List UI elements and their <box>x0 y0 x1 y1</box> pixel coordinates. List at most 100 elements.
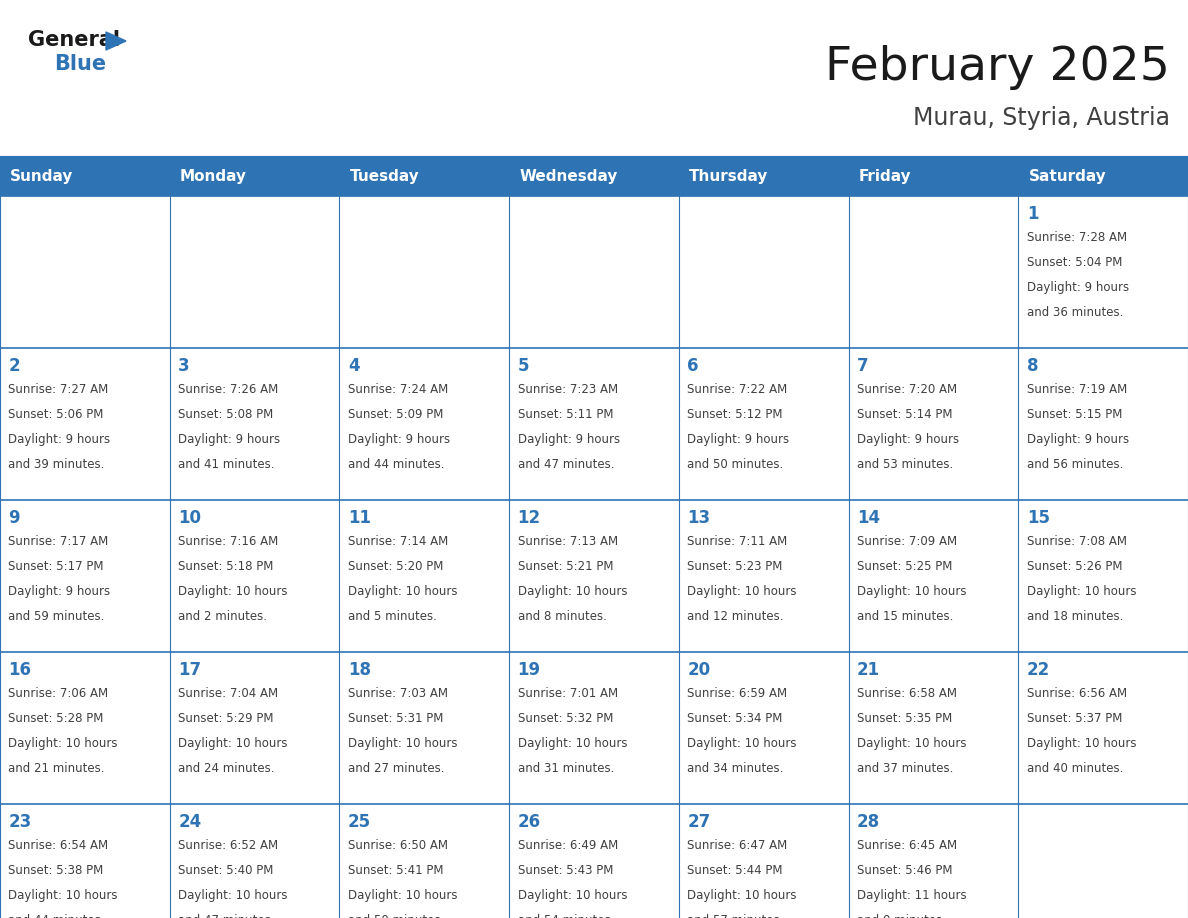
Text: Daylight: 11 hours: Daylight: 11 hours <box>857 890 967 902</box>
Bar <box>1018 348 1188 500</box>
Text: and 37 minutes.: and 37 minutes. <box>857 762 954 775</box>
Text: 28: 28 <box>857 813 880 831</box>
Text: Sunrise: 6:45 AM: Sunrise: 6:45 AM <box>857 839 958 852</box>
Bar <box>848 158 1018 196</box>
Text: and 2 minutes.: and 2 minutes. <box>178 610 267 623</box>
Text: Sunset: 5:32 PM: Sunset: 5:32 PM <box>518 712 613 725</box>
Text: Sunset: 5:06 PM: Sunset: 5:06 PM <box>8 408 103 421</box>
Text: and 44 minutes.: and 44 minutes. <box>348 458 444 471</box>
Bar <box>510 348 678 500</box>
Text: 21: 21 <box>857 661 880 679</box>
Text: and 31 minutes.: and 31 minutes. <box>518 762 614 775</box>
Text: Sunset: 5:08 PM: Sunset: 5:08 PM <box>178 408 273 421</box>
Text: Sunset: 5:41 PM: Sunset: 5:41 PM <box>348 864 443 877</box>
Text: Sunrise: 6:58 AM: Sunrise: 6:58 AM <box>857 687 958 700</box>
Text: Sunrise: 6:50 AM: Sunrise: 6:50 AM <box>348 839 448 852</box>
Text: Sunrise: 7:08 AM: Sunrise: 7:08 AM <box>1026 535 1126 548</box>
Text: 24: 24 <box>178 813 202 831</box>
Text: Sunrise: 6:47 AM: Sunrise: 6:47 AM <box>688 839 788 852</box>
Bar <box>848 500 1018 652</box>
Text: and 47 minutes.: and 47 minutes. <box>518 458 614 471</box>
Text: Sunrise: 7:01 AM: Sunrise: 7:01 AM <box>518 687 618 700</box>
Text: Daylight: 10 hours: Daylight: 10 hours <box>688 585 797 599</box>
Bar <box>1018 196 1188 348</box>
Text: February 2025: February 2025 <box>826 46 1170 91</box>
Text: 15: 15 <box>1026 509 1050 527</box>
Text: 18: 18 <box>348 661 371 679</box>
Text: Daylight: 10 hours: Daylight: 10 hours <box>857 737 967 750</box>
Text: 6: 6 <box>688 357 699 375</box>
Text: and 57 minutes.: and 57 minutes. <box>688 914 784 918</box>
Polygon shape <box>106 32 126 50</box>
Text: and 21 minutes.: and 21 minutes. <box>8 762 105 775</box>
Text: Daylight: 10 hours: Daylight: 10 hours <box>518 585 627 599</box>
Text: Daylight: 10 hours: Daylight: 10 hours <box>1026 585 1136 599</box>
Bar <box>1018 158 1188 196</box>
Text: Daylight: 10 hours: Daylight: 10 hours <box>348 585 457 599</box>
Text: Daylight: 10 hours: Daylight: 10 hours <box>688 737 797 750</box>
Text: Sunset: 5:15 PM: Sunset: 5:15 PM <box>1026 408 1123 421</box>
Text: Sunrise: 6:56 AM: Sunrise: 6:56 AM <box>1026 687 1127 700</box>
Text: and 5 minutes.: and 5 minutes. <box>348 610 437 623</box>
Text: Saturday: Saturday <box>1029 170 1106 185</box>
Text: 17: 17 <box>178 661 201 679</box>
Text: Sunrise: 6:49 AM: Sunrise: 6:49 AM <box>518 839 618 852</box>
Text: Daylight: 10 hours: Daylight: 10 hours <box>8 737 118 750</box>
Text: Sunrise: 7:28 AM: Sunrise: 7:28 AM <box>1026 231 1127 244</box>
Bar <box>340 348 510 500</box>
Text: Sunset: 5:21 PM: Sunset: 5:21 PM <box>518 560 613 573</box>
Text: and 15 minutes.: and 15 minutes. <box>857 610 954 623</box>
Text: 8: 8 <box>1026 357 1038 375</box>
Text: and 24 minutes.: and 24 minutes. <box>178 762 274 775</box>
Text: Sunrise: 7:23 AM: Sunrise: 7:23 AM <box>518 383 618 396</box>
Bar <box>170 158 340 196</box>
Text: Daylight: 10 hours: Daylight: 10 hours <box>348 890 457 902</box>
Text: Blue: Blue <box>53 54 106 74</box>
Text: Sunrise: 7:11 AM: Sunrise: 7:11 AM <box>688 535 788 548</box>
Text: Daylight: 10 hours: Daylight: 10 hours <box>518 890 627 902</box>
Text: 16: 16 <box>8 661 32 679</box>
Text: 20: 20 <box>688 661 710 679</box>
Bar <box>510 196 678 348</box>
Text: Sunset: 5:43 PM: Sunset: 5:43 PM <box>518 864 613 877</box>
Bar <box>170 652 340 804</box>
Text: Sunrise: 7:22 AM: Sunrise: 7:22 AM <box>688 383 788 396</box>
Text: Daylight: 9 hours: Daylight: 9 hours <box>348 433 450 446</box>
Text: and 41 minutes.: and 41 minutes. <box>178 458 274 471</box>
Text: Friday: Friday <box>859 170 911 185</box>
Bar <box>510 500 678 652</box>
Bar <box>340 804 510 918</box>
Text: Sunrise: 7:19 AM: Sunrise: 7:19 AM <box>1026 383 1127 396</box>
Text: Sunset: 5:37 PM: Sunset: 5:37 PM <box>1026 712 1123 725</box>
Text: Daylight: 9 hours: Daylight: 9 hours <box>178 433 280 446</box>
Text: Sunset: 5:18 PM: Sunset: 5:18 PM <box>178 560 273 573</box>
Text: Sunrise: 7:03 AM: Sunrise: 7:03 AM <box>348 687 448 700</box>
Text: and 0 minutes.: and 0 minutes. <box>857 914 946 918</box>
Text: 14: 14 <box>857 509 880 527</box>
Text: 25: 25 <box>348 813 371 831</box>
Text: and 59 minutes.: and 59 minutes. <box>8 610 105 623</box>
Bar <box>1018 500 1188 652</box>
Text: Sunrise: 7:06 AM: Sunrise: 7:06 AM <box>8 687 108 700</box>
Text: Daylight: 9 hours: Daylight: 9 hours <box>1026 433 1129 446</box>
Bar <box>678 158 848 196</box>
Text: 26: 26 <box>518 813 541 831</box>
Text: Sunset: 5:25 PM: Sunset: 5:25 PM <box>857 560 953 573</box>
Text: and 50 minutes.: and 50 minutes. <box>688 458 784 471</box>
Text: and 44 minutes.: and 44 minutes. <box>8 914 105 918</box>
Bar <box>0 804 170 918</box>
Text: Daylight: 9 hours: Daylight: 9 hours <box>1026 281 1129 294</box>
Text: and 27 minutes.: and 27 minutes. <box>348 762 444 775</box>
Text: Sunset: 5:35 PM: Sunset: 5:35 PM <box>857 712 953 725</box>
Text: Sunset: 5:12 PM: Sunset: 5:12 PM <box>688 408 783 421</box>
Bar <box>510 158 678 196</box>
Text: Daylight: 10 hours: Daylight: 10 hours <box>857 585 967 599</box>
Text: Monday: Monday <box>179 170 247 185</box>
Text: Sunset: 5:09 PM: Sunset: 5:09 PM <box>348 408 443 421</box>
Text: Sunset: 5:44 PM: Sunset: 5:44 PM <box>688 864 783 877</box>
Text: Sunset: 5:40 PM: Sunset: 5:40 PM <box>178 864 273 877</box>
Bar <box>678 196 848 348</box>
Bar <box>848 804 1018 918</box>
Text: Sunrise: 6:52 AM: Sunrise: 6:52 AM <box>178 839 278 852</box>
Bar <box>340 158 510 196</box>
